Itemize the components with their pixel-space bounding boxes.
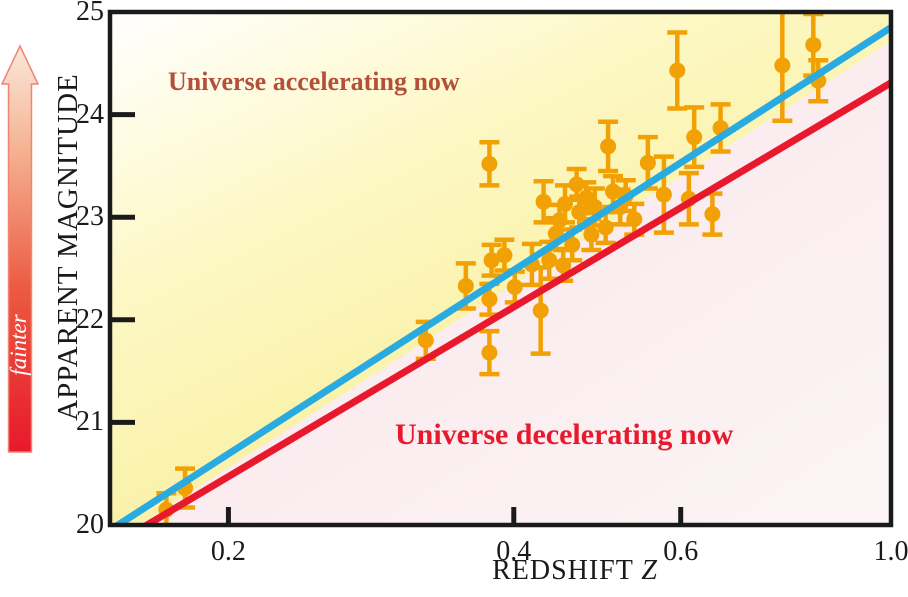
supernova-point (481, 155, 498, 172)
decelerating-region (110, 41, 891, 525)
supernova-point (551, 212, 568, 229)
y-tick-label-24: 24 (76, 98, 104, 130)
data-point-with-error-bar (455, 261, 476, 311)
supernova-point (655, 186, 672, 203)
supernova-point (496, 247, 513, 264)
supernova-point (639, 154, 656, 171)
x-tick-label-0.6: 0.6 (663, 536, 699, 567)
fainter-arrow (0, 44, 40, 453)
x-axis-title-variable: Z (641, 555, 658, 586)
supernova-point (686, 129, 703, 146)
supernova-point (481, 344, 498, 361)
data-point-with-error-bar (562, 227, 583, 263)
y-tick-label-21: 21 (76, 406, 104, 438)
data-point-with-error-bar (667, 30, 688, 111)
supernova-point (578, 189, 595, 206)
y-tick-label-25: 25 (76, 0, 104, 27)
x-tick-label-1.0: 1.0 (873, 536, 908, 567)
y-tick-label-23: 23 (76, 201, 104, 233)
supernova-point (532, 302, 549, 319)
data-point-with-error-bar (479, 328, 500, 377)
data-point-with-error-bar (598, 119, 619, 174)
x-tick-label-0.2: 0.2 (210, 536, 246, 567)
supernova-point (774, 57, 791, 74)
y-tick-label-20: 20 (76, 509, 104, 540)
supernova-point (481, 291, 498, 308)
data-point-with-error-bar (494, 237, 515, 273)
supernova-point (597, 219, 614, 236)
supernova-point (805, 36, 822, 53)
accelerating-universe-model-line (111, 24, 891, 525)
supernova-point (600, 138, 617, 155)
supernova-point (626, 211, 643, 228)
data-point-with-error-bar (772, 12, 793, 124)
x-tick-label-0.4: 0.4 (496, 536, 532, 567)
supernova-point (541, 252, 558, 269)
supernova-point (535, 193, 552, 210)
supernova-point (564, 236, 581, 253)
supernova-point (583, 226, 600, 243)
supernova-point (704, 206, 721, 223)
data-point-with-error-bar (576, 180, 597, 216)
supernova-point (506, 278, 523, 295)
supernova-point (669, 62, 686, 79)
data-point-with-error-bar (549, 202, 570, 238)
data-point-with-error-bar (479, 140, 500, 188)
supernova-point (483, 252, 500, 269)
decelerating-universe-model-line (140, 79, 891, 525)
supernova-point (457, 277, 474, 294)
fainter-arrow-label: fainter (6, 314, 31, 376)
y-tick-label-22: 22 (76, 303, 104, 335)
x-axis-title: REDSHIFT Z (425, 557, 725, 585)
x-axis-title-text: REDSHIFT (492, 555, 634, 586)
label-universe-accelerating: Universe accelerating now (168, 67, 460, 96)
label-universe-decelerating: Universe decelerating now (395, 418, 734, 451)
supernova-point (417, 332, 434, 349)
data-point-with-error-bar (481, 242, 502, 278)
plot-frame (107, 9, 894, 528)
data-point-with-error-bar (533, 179, 554, 225)
